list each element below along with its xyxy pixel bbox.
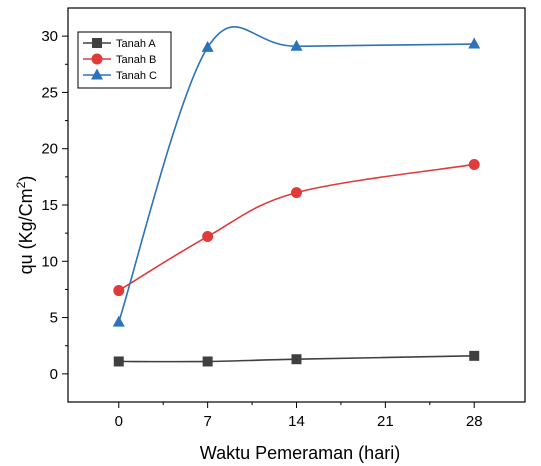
y-tick-label: 10 bbox=[41, 253, 58, 270]
series-line-tanah-b bbox=[118, 163, 475, 292]
data-point-tanah-c bbox=[468, 37, 481, 49]
data-point-tanah-c bbox=[290, 39, 303, 51]
legend-label-tanah-c: Tanah C bbox=[116, 70, 157, 82]
series-line-tanah-c bbox=[118, 26, 475, 323]
x-tick-label: 21 bbox=[377, 413, 394, 430]
y-axis-title-end: ) bbox=[16, 176, 36, 182]
data-point-tanah-a bbox=[113, 356, 124, 367]
series-tanah-a bbox=[113, 350, 480, 367]
data-point-tanah-b bbox=[202, 231, 214, 243]
legend-label-tanah-a: Tanah A bbox=[116, 38, 156, 50]
data-point-tanah-a bbox=[469, 350, 480, 361]
data-point-tanah-c bbox=[201, 40, 214, 52]
y-axis-title: qu (Kg/Cm2) bbox=[14, 176, 36, 275]
y-tick-label: 5 bbox=[50, 310, 58, 327]
x-tick-label: 14 bbox=[288, 413, 305, 430]
legend: Tanah A Tanah B Tanah C bbox=[77, 31, 172, 89]
y-tick-label: 20 bbox=[41, 141, 58, 158]
data-point-tanah-b bbox=[468, 158, 480, 170]
series-tanah-b bbox=[113, 158, 480, 297]
legend-marker-tanah-b bbox=[91, 53, 103, 65]
x-tick-label: 28 bbox=[466, 413, 483, 430]
series-line-tanah-a bbox=[118, 355, 475, 363]
y-axis-title-superscript: 2 bbox=[14, 181, 28, 188]
legend-marker-tanah-c bbox=[91, 68, 103, 80]
data-point-tanah-b bbox=[291, 187, 302, 199]
data-point-tanah-c bbox=[112, 315, 125, 327]
y-tick-label: 0 bbox=[50, 366, 58, 383]
x-axis-title: Waktu Pemeraman (hari) bbox=[200, 443, 400, 463]
legend-label-tanah-b: Tanah B bbox=[116, 54, 156, 66]
axes: 0 7 14 21 28 0 5 10 15 20 25 30 bbox=[41, 7, 526, 430]
data-point-tanah-a bbox=[291, 354, 302, 365]
y-tick-label: 30 bbox=[41, 28, 58, 45]
y-tick-label: 25 bbox=[41, 84, 58, 101]
y-tick-label: 15 bbox=[41, 197, 58, 214]
x-tick-label: 7 bbox=[203, 413, 211, 430]
y-axis-title-main: qu (Kg/Cm bbox=[16, 188, 36, 274]
data-point-tanah-a bbox=[202, 356, 213, 367]
series-tanah-c bbox=[112, 26, 481, 327]
x-tick-label: 0 bbox=[115, 413, 123, 430]
series-layer bbox=[112, 26, 481, 367]
legend-marker-tanah-a bbox=[92, 38, 102, 48]
data-point-tanah-b bbox=[113, 285, 125, 297]
